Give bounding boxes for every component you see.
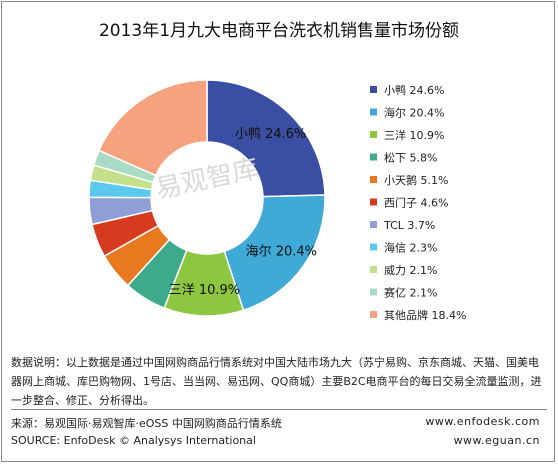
legend-swatch-海信 bbox=[370, 243, 377, 251]
legend-label-TCL: TCL 3.7% bbox=[383, 219, 435, 232]
inner-slice-labels: 小鸭 24.6% 海尔 20.4% 三洋 10.9% bbox=[169, 127, 317, 298]
website-eguan: www.eguan.cn bbox=[453, 434, 540, 447]
website-enfodesk: www.enfodesk.com bbox=[425, 415, 540, 428]
legend-swatch-海尔 bbox=[370, 108, 377, 116]
watermark-text: 易观智库 bbox=[153, 154, 261, 205]
legend-label-海尔: 海尔 20.4% bbox=[384, 106, 444, 120]
legend-swatch-威力 bbox=[370, 266, 377, 273]
legend-label-其他品牌: 其他品牌 18.4% bbox=[384, 308, 466, 322]
chart-legend: 小鸭 24.6% 海尔 20.4% 三洋 10.9% 松下 5.8% 小天鹅 5.1% 西… bbox=[370, 84, 466, 322]
legend-label-海信: 海信 2.3% bbox=[384, 241, 437, 255]
inner-label-小鸭: 小鸭 24.6% bbox=[235, 127, 306, 142]
legend-label-三洋: 三洋 10.9% bbox=[384, 128, 444, 142]
donut-slices bbox=[88, 79, 326, 317]
slice-海尔 bbox=[223, 194, 326, 312]
source-cn: 来源：易观国际·易观智库·eOSS 中国网购商品行情系统 bbox=[11, 417, 282, 430]
legend-swatch-赛亿 bbox=[370, 288, 377, 296]
legend-label-威力: 威力 2.1% bbox=[384, 264, 437, 277]
legend-swatch-三洋 bbox=[370, 131, 377, 138]
donut-chart: 易观智库 小鸭 24.6% 海尔 20.4% 三洋 10.9% 小鸭 24.6% 海尔… bbox=[88, 79, 466, 322]
slice-其他品牌 bbox=[98, 79, 208, 177]
legend-label-西门子: 西门子 4.6% bbox=[384, 196, 448, 210]
data-note: 数据说明：以上数据是通过中国网购商品行情系统对中国大陆市场九大（苏宁易购、京东商… bbox=[11, 356, 542, 407]
legend-swatch-TCL bbox=[370, 221, 377, 228]
source-en: SOURCE: EnfoDesk © Analysys Internationa… bbox=[11, 434, 256, 447]
legend-swatch-小天鹅 bbox=[370, 176, 377, 183]
legend-swatch-西门子 bbox=[370, 198, 377, 206]
inner-label-三洋: 三洋 10.9% bbox=[169, 283, 240, 298]
legend-label-赛亿: 赛亿 2.1% bbox=[384, 286, 437, 300]
slice-小鸭 bbox=[206, 79, 326, 198]
legend-swatch-其他品牌 bbox=[370, 311, 377, 318]
chart-title: 2013年1月九大电商平台洗衣机销售量市场份额 bbox=[98, 21, 460, 41]
legend-swatch-松下 bbox=[370, 153, 377, 161]
legend-label-松下: 松下 5.8% bbox=[384, 151, 437, 165]
legend-label-小鸭: 小鸭 24.6% bbox=[384, 84, 444, 97]
legend-label-小天鹅: 小天鹅 5.1% bbox=[384, 173, 448, 187]
inner-label-海尔: 海尔 20.4% bbox=[246, 245, 317, 260]
legend-swatch-小鸭 bbox=[370, 86, 377, 93]
footer-divider bbox=[11, 409, 547, 410]
